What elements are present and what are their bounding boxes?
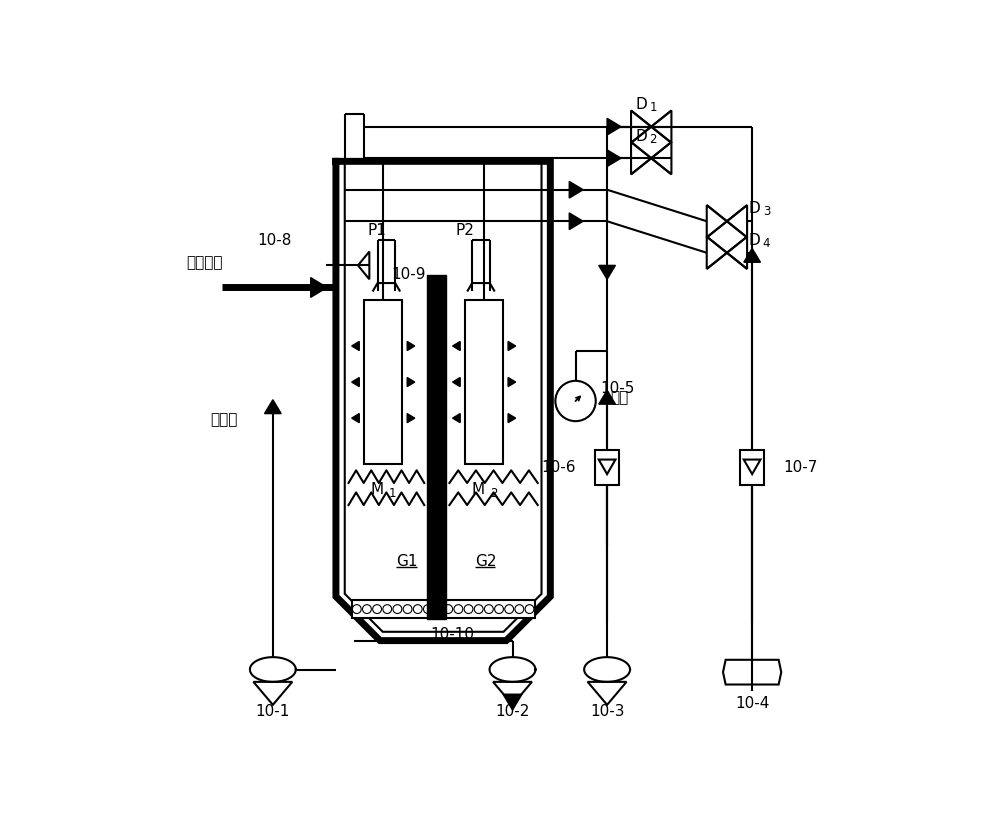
Polygon shape <box>607 150 621 166</box>
Text: 2: 2 <box>490 487 497 500</box>
Polygon shape <box>607 118 621 135</box>
Text: D: D <box>749 201 761 216</box>
Text: 10-1: 10-1 <box>256 704 290 718</box>
Text: 3: 3 <box>763 206 770 219</box>
Polygon shape <box>311 278 327 297</box>
Bar <box>427 275 446 618</box>
Polygon shape <box>744 248 760 262</box>
Polygon shape <box>352 342 359 351</box>
Text: P2: P2 <box>456 224 475 238</box>
Text: 10-8: 10-8 <box>257 233 292 247</box>
Text: 10-5: 10-5 <box>601 381 635 396</box>
Polygon shape <box>569 181 583 198</box>
Text: G2: G2 <box>475 554 496 569</box>
Polygon shape <box>508 414 516 423</box>
Bar <box>595 450 619 485</box>
Text: 出水: 出水 <box>611 391 629 405</box>
Text: 前端来水: 前端来水 <box>186 255 222 269</box>
Text: 回流水: 回流水 <box>210 413 237 428</box>
Bar <box>740 450 764 485</box>
Polygon shape <box>599 391 615 404</box>
Text: D: D <box>635 97 647 112</box>
Polygon shape <box>453 378 460 387</box>
Text: 10-10: 10-10 <box>431 627 475 642</box>
Text: M: M <box>370 482 383 497</box>
Polygon shape <box>599 265 615 279</box>
Text: 1: 1 <box>389 487 396 500</box>
Text: 1: 1 <box>649 102 657 114</box>
Bar <box>465 300 503 464</box>
Polygon shape <box>503 695 522 710</box>
Text: 10-7: 10-7 <box>784 459 818 475</box>
Text: P1: P1 <box>367 224 386 238</box>
Polygon shape <box>407 378 415 387</box>
Polygon shape <box>569 213 583 229</box>
Text: D: D <box>635 129 647 143</box>
Bar <box>364 300 402 464</box>
Text: 10-6: 10-6 <box>541 459 576 475</box>
Polygon shape <box>508 342 516 351</box>
Polygon shape <box>453 342 460 351</box>
Text: 2: 2 <box>649 133 657 146</box>
Text: 10-9: 10-9 <box>391 267 426 283</box>
Text: G1: G1 <box>396 554 417 569</box>
Polygon shape <box>407 414 415 423</box>
Polygon shape <box>352 414 359 423</box>
Text: 10-2: 10-2 <box>495 704 530 718</box>
Polygon shape <box>352 378 359 387</box>
Polygon shape <box>265 400 281 414</box>
Text: M: M <box>471 482 484 497</box>
Text: 4: 4 <box>763 237 770 250</box>
Polygon shape <box>453 414 460 423</box>
Polygon shape <box>508 378 516 387</box>
Text: 10-3: 10-3 <box>590 704 624 718</box>
Text: 10-4: 10-4 <box>735 696 769 712</box>
Bar <box>352 600 535 618</box>
Polygon shape <box>407 342 415 351</box>
Text: D: D <box>749 233 761 247</box>
